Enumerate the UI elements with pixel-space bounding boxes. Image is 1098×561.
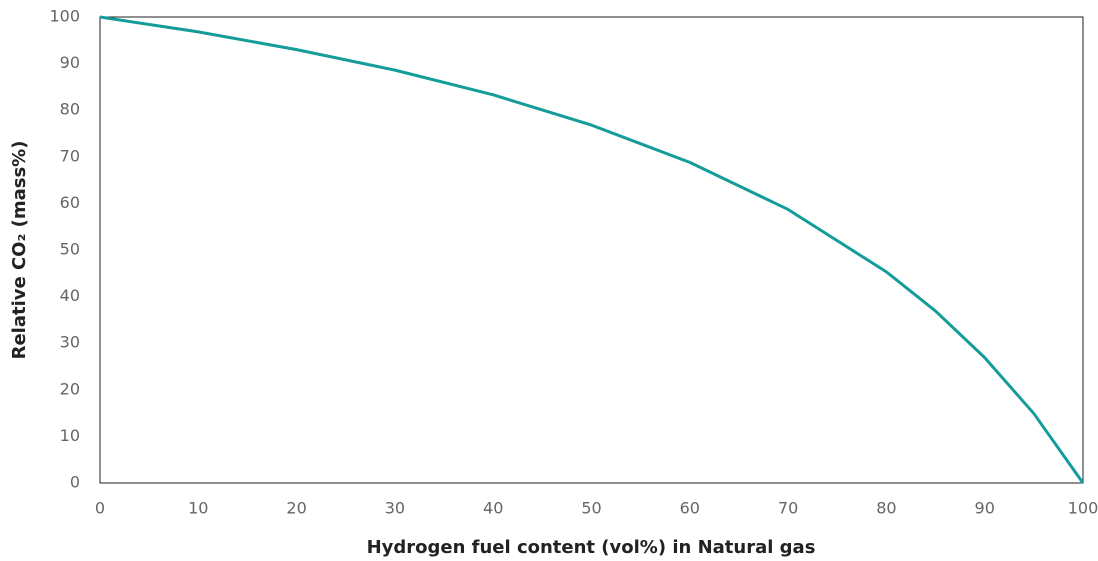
y-tick-label: 90 (60, 53, 80, 72)
y-tick-label: 80 (60, 100, 80, 119)
y-tick-label: 100 (49, 7, 80, 26)
x-tick-label: 30 (385, 499, 405, 518)
x-tick-label: 40 (483, 499, 503, 518)
x-tick-label: 50 (581, 499, 601, 518)
y-tick-label: 60 (60, 193, 80, 212)
x-axis-title: Hydrogen fuel content (vol%) in Natural … (367, 537, 816, 558)
y-tick-label: 10 (60, 426, 80, 445)
y-tick-label: 70 (60, 146, 80, 165)
y-tick-label: 20 (60, 379, 80, 398)
plot-frame (99, 16, 1084, 484)
data-line (99, 15, 1085, 484)
x-tick-label: 80 (876, 499, 896, 518)
x-tick-label: 10 (188, 499, 208, 518)
y-axis-title: Relative CO₂ (mass%) (9, 141, 30, 360)
x-tick-label: 20 (286, 499, 306, 518)
x-tick-label: 90 (975, 499, 995, 518)
y-tick-label: 50 (60, 240, 80, 259)
y-tick-label: 40 (60, 286, 80, 305)
y-tick-label: 0 (70, 473, 80, 492)
y-tick-label: 30 (60, 333, 80, 352)
x-tick-label: 60 (680, 499, 700, 518)
x-tick-label: 70 (778, 499, 798, 518)
x-tick-label: 0 (95, 499, 105, 518)
x-tick-label: 100 (1068, 499, 1098, 518)
